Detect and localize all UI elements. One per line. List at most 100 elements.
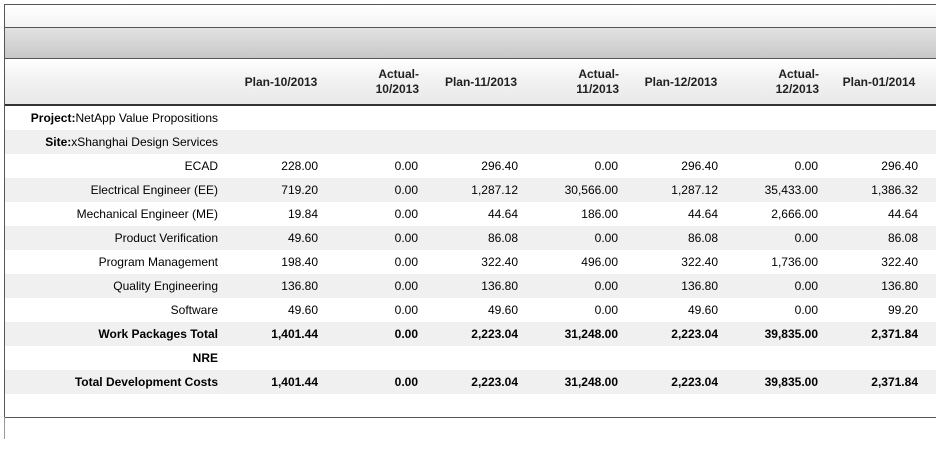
- table-row: Program Management 198.40 0.00 322.40 496.00…: [5, 250, 936, 274]
- value-cell: 44.64: [687, 207, 718, 221]
- work-packages-total-row: Work Packages Total 1,401.44 0.00 2,223.04 3…: [5, 322, 936, 346]
- table-row: Quality Engineering 136.80 0.00 136.80 0.00 1…: [5, 274, 936, 298]
- value-cell: 136.80: [681, 279, 718, 293]
- value-cell: 86.08: [687, 231, 718, 245]
- row-label: Quality Engineering: [113, 279, 218, 293]
- value-cell: 2,371.84: [871, 327, 918, 341]
- value-cell: 30,566.00: [564, 183, 618, 197]
- value-cell: 39,835.00: [764, 327, 818, 341]
- value-cell: 2,223.04: [671, 375, 718, 389]
- value-cell: 0.00: [794, 159, 818, 173]
- value-cell: 2,223.04: [471, 375, 518, 389]
- report-rows: Project:NetApp Value Propositions Site:x…: [5, 106, 936, 394]
- report-group-band: [5, 28, 936, 59]
- value-cell: 0.00: [394, 279, 418, 293]
- row-label: Work Packages Total: [98, 327, 218, 341]
- report-top-band: [5, 5, 936, 28]
- value-cell: 719.20: [281, 183, 318, 197]
- value-cell: 1,287.12: [671, 183, 718, 197]
- value-cell: 1,386.32: [871, 183, 918, 197]
- row-label: Mechanical Engineer (ME): [76, 207, 218, 221]
- value-cell: 86.08: [487, 231, 518, 245]
- row-label: ECAD: [184, 159, 218, 173]
- value-cell: 31,248.00: [564, 375, 618, 389]
- value-cell: 2,223.04: [671, 327, 718, 341]
- value-cell: 49.60: [287, 231, 318, 245]
- value-cell: 296.40: [681, 159, 718, 173]
- value-cell: 0.00: [794, 303, 818, 317]
- value-cell: 136.80: [281, 279, 318, 293]
- row-label: Program Management: [98, 255, 218, 269]
- project-label: Project:NetApp Value Propositions: [30, 111, 218, 125]
- value-cell: 0.00: [594, 231, 618, 245]
- value-cell: 0.00: [394, 255, 418, 269]
- row-label: Software: [170, 303, 218, 317]
- value-cell: 44.64: [887, 207, 918, 221]
- value-cell: 49.60: [687, 303, 718, 317]
- value-cell: 136.80: [481, 279, 518, 293]
- value-cell: 2,666.00: [771, 207, 818, 221]
- value-cell: 0.00: [594, 303, 618, 317]
- site-label: Site:xShanghai Design Services: [45, 135, 218, 149]
- column-header-plan-10-2013[interactable]: Plan-10/2013: [244, 74, 318, 89]
- frame-edge: [4, 417, 5, 439]
- value-cell: 44.64: [487, 207, 518, 221]
- total-development-costs-row: Total Development Costs 1,401.44 0.00 2,223…: [5, 370, 936, 394]
- value-cell: 49.60: [487, 303, 518, 317]
- value-cell: 198.40: [281, 255, 318, 269]
- value-cell: 496.00: [581, 255, 618, 269]
- value-cell: 1,287.12: [471, 183, 518, 197]
- value-cell: 0.00: [394, 327, 418, 341]
- value-cell: 322.40: [681, 255, 718, 269]
- report-frame: Plan-10/2013 Actual- 10/2013 Plan-11/2013…: [4, 4, 936, 418]
- table-row: Electrical Engineer (EE) 719.20 0.00 1,287.…: [5, 178, 936, 202]
- column-header-actual-12-2013[interactable]: Actual- 12/2013: [775, 67, 819, 96]
- column-header-plan-01-2014[interactable]: Plan-01/2014: [842, 74, 916, 89]
- value-cell: 49.60: [287, 303, 318, 317]
- site-row: Site:xShanghai Design Services: [5, 130, 936, 154]
- value-cell: 228.00: [281, 159, 318, 173]
- value-cell: 0.00: [794, 231, 818, 245]
- column-header-actual-10-2013[interactable]: Actual- 10/2013: [375, 67, 419, 96]
- value-cell: 1,401.44: [271, 327, 318, 341]
- value-cell: 2,371.84: [871, 375, 918, 389]
- value-cell: 39,835.00: [764, 375, 818, 389]
- value-cell: 0.00: [394, 183, 418, 197]
- table-row: Software 49.60 0.00 49.60 0.00 49.60 0.00 99.20: [5, 298, 936, 322]
- row-label: Product Verification: [114, 231, 218, 245]
- value-cell: 1,736.00: [771, 255, 818, 269]
- value-cell: 19.84: [287, 207, 318, 221]
- row-label: Electrical Engineer (EE): [90, 183, 218, 197]
- nre-row: NRE: [5, 346, 936, 370]
- column-header-plan-11-2013[interactable]: Plan-11/2013: [444, 74, 518, 89]
- column-header-plan-12-2013[interactable]: Plan-12/2013: [644, 74, 718, 89]
- value-cell: 0.00: [594, 159, 618, 173]
- value-cell: 1,401.44: [271, 375, 318, 389]
- value-cell: 35,433.00: [764, 183, 818, 197]
- row-label: Total Development Costs: [74, 375, 218, 389]
- value-cell: 0.00: [394, 303, 418, 317]
- table-row: ECAD 228.00 0.00 296.40 0.00 296.40 0.00 296.40: [5, 154, 936, 178]
- value-cell: 86.08: [887, 231, 918, 245]
- value-cell: 322.40: [881, 255, 918, 269]
- project-row: Project:NetApp Value Propositions: [5, 106, 936, 130]
- row-label: NRE: [192, 351, 218, 365]
- value-cell: 136.80: [881, 279, 918, 293]
- value-cell: 0.00: [394, 159, 418, 173]
- value-cell: 0.00: [394, 231, 418, 245]
- table-row: Mechanical Engineer (ME) 19.84 0.00 44.64 18…: [5, 202, 936, 226]
- value-cell: 186.00: [581, 207, 618, 221]
- value-cell: 0.00: [394, 207, 418, 221]
- value-cell: 0.00: [594, 279, 618, 293]
- value-cell: 0.00: [394, 375, 418, 389]
- value-cell: 0.00: [794, 279, 818, 293]
- value-cell: 99.20: [887, 303, 918, 317]
- value-cell: 322.40: [481, 255, 518, 269]
- column-header-actual-11-2013[interactable]: Actual- 11/2013: [576, 67, 619, 96]
- value-cell: 296.40: [881, 159, 918, 173]
- column-header-row: Plan-10/2013 Actual- 10/2013 Plan-11/2013…: [5, 60, 936, 106]
- value-cell: 2,223.04: [471, 327, 518, 341]
- table-row: Product Verification 49.60 0.00 86.08 0.00 86…: [5, 226, 936, 250]
- value-cell: 31,248.00: [564, 327, 618, 341]
- value-cell: 296.40: [481, 159, 518, 173]
